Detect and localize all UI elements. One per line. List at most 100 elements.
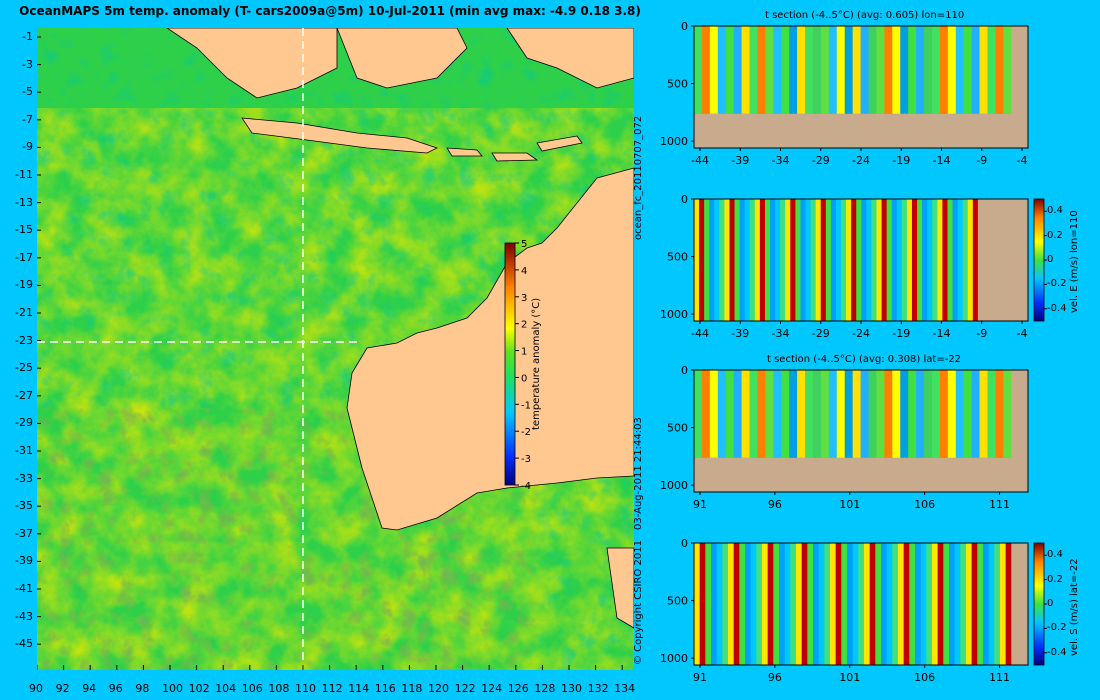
velocity-colorbar-tick-label: 0.4	[1047, 205, 1063, 217]
x-tick-label: -19	[892, 327, 910, 340]
x-tick-label: -29	[812, 327, 830, 340]
section-stripe	[880, 543, 888, 665]
indonesia-landmass	[166, 28, 634, 99]
lon-tick-label: 102	[188, 682, 210, 695]
section-stripe	[932, 199, 938, 321]
section-stripe	[790, 543, 797, 665]
timestamp-text: 03-Aug-2011 21:44:03	[633, 417, 644, 530]
panel-3-title: t section (-4..5°C) (avg: 0.308) lat=-22	[767, 354, 962, 365]
section-stripe	[957, 199, 964, 321]
lon-tick-label: 134	[614, 682, 636, 695]
section-stripe	[841, 543, 848, 665]
section-stripe	[830, 199, 837, 321]
depth-tick-label: 0	[681, 20, 688, 33]
lon-tick-label: 108	[268, 682, 290, 695]
section-stripe	[836, 26, 846, 114]
section-stripe	[876, 370, 885, 458]
section-stripe	[773, 26, 782, 114]
section-stripe	[891, 199, 898, 321]
section-stripe	[694, 543, 701, 665]
lat-tick-label: -9	[22, 140, 33, 154]
lat-tick-label: -35	[15, 499, 33, 513]
plot-title: OceanMAPS 5m temp. anomaly (T- cars2009a…	[19, 4, 641, 18]
section-stripe	[757, 370, 766, 458]
x-tick-label: -14	[933, 154, 951, 167]
lon-tick-label: 126	[507, 682, 529, 695]
lat-tick-label: -27	[15, 388, 33, 402]
colorbar-tick-label: 4	[521, 266, 527, 277]
section-stripe	[955, 26, 965, 114]
section-stripe	[710, 543, 718, 665]
colorbar-tick-label: 5	[521, 239, 527, 250]
section-stripe	[939, 370, 949, 458]
section-stripe	[694, 370, 703, 458]
section-stripe	[852, 26, 862, 114]
section-stripe	[841, 199, 847, 321]
x-tick-label: -24	[852, 327, 870, 340]
section-stripe	[987, 370, 996, 458]
lon-tick-label: 104	[215, 682, 237, 695]
section-stripe	[784, 543, 791, 665]
depth-tick-label: 0	[681, 193, 688, 206]
section-stripe	[824, 543, 831, 665]
seafloor	[694, 457, 1028, 492]
section-stripe	[1003, 26, 1012, 114]
x-tick-label: 101	[839, 671, 860, 684]
section-stripe	[860, 370, 870, 458]
temperature-colorbar	[504, 242, 516, 486]
section-stripe	[724, 199, 730, 321]
section-stripe	[765, 26, 774, 114]
section-stripe	[722, 543, 729, 665]
section-stripe	[900, 26, 909, 114]
section-stripe	[886, 543, 893, 665]
section-stripe	[856, 199, 862, 321]
depth-tick-label: 500	[667, 595, 688, 608]
x-tick-label: 91	[693, 671, 707, 684]
lesser-sunda-islands	[446, 135, 583, 162]
section-stripe	[709, 26, 719, 114]
section-stripe	[926, 543, 933, 665]
section-stripe	[717, 26, 727, 114]
land-area	[1011, 26, 1028, 148]
section-stripe	[789, 26, 798, 114]
section-stripe	[717, 370, 727, 458]
section-stripe	[727, 543, 735, 665]
section-stripe	[988, 543, 995, 665]
section-stripe	[982, 543, 990, 665]
velocity-colorbar-tick-label: -0.2	[1047, 622, 1067, 634]
x-tick-label: -34	[772, 154, 790, 167]
section-stripe	[835, 199, 842, 321]
x-tick-label: -44	[691, 154, 709, 167]
lon-tick-label: 92	[55, 682, 70, 695]
velocity-colorbar-tick-label: 0	[1047, 254, 1054, 265]
x-tick-label: 101	[839, 498, 860, 511]
section-stripe	[705, 543, 712, 665]
section-stripe	[828, 370, 838, 458]
section-stripe	[971, 543, 978, 665]
section-stripe	[797, 370, 806, 458]
land-area	[977, 199, 1028, 321]
section-stripe	[884, 26, 893, 114]
section-stripe	[884, 370, 893, 458]
section-stripe	[780, 199, 786, 321]
section-stripe	[979, 26, 989, 114]
x-tick-label: -34	[772, 327, 790, 340]
x-tick-label: -29	[812, 154, 830, 167]
lon-tick-label: 122	[454, 682, 476, 695]
lat-tick-label: -39	[15, 554, 33, 568]
velocity-colorbar-tick-label: 0.2	[1047, 229, 1063, 241]
section-stripe	[781, 26, 790, 114]
lat-tick-label: -3	[22, 57, 33, 71]
section-stripe	[820, 26, 830, 114]
depth-tick-label: 500	[667, 78, 688, 91]
section-stripe	[909, 543, 916, 665]
section-stripe	[800, 199, 807, 321]
section-stripe	[757, 26, 766, 114]
section-stripe	[704, 199, 710, 321]
x-tick-label: 111	[989, 671, 1010, 684]
section-stripe	[906, 199, 913, 321]
section-stripe	[979, 370, 989, 458]
section-stripe	[852, 370, 862, 458]
section-stripe	[844, 26, 854, 114]
lat-tick-label: -13	[15, 195, 33, 209]
